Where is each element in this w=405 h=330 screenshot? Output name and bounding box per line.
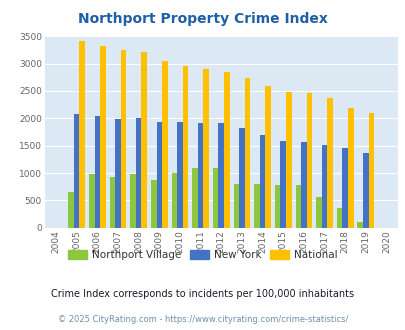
Bar — [151, 180, 156, 228]
Bar — [301, 142, 306, 228]
Bar — [321, 145, 326, 228]
Bar — [239, 128, 244, 228]
Bar — [285, 92, 291, 228]
Bar — [197, 123, 203, 228]
Bar — [192, 168, 197, 228]
Text: Northport Property Crime Index: Northport Property Crime Index — [78, 12, 327, 25]
Bar — [79, 41, 85, 228]
Bar — [218, 123, 224, 228]
Bar — [315, 197, 321, 228]
Bar — [100, 46, 105, 228]
Bar — [177, 122, 182, 228]
Bar — [94, 116, 100, 228]
Bar — [203, 69, 209, 228]
Bar — [347, 108, 353, 228]
Bar — [130, 174, 136, 228]
Bar — [295, 185, 301, 228]
Bar — [136, 118, 141, 228]
Legend: Northport Village, New York, National: Northport Village, New York, National — [66, 248, 339, 262]
Bar — [357, 222, 362, 228]
Bar — [306, 93, 311, 228]
Bar — [265, 86, 270, 228]
Bar — [274, 185, 280, 228]
Bar — [115, 119, 120, 228]
Bar — [156, 122, 162, 228]
Bar — [254, 184, 259, 228]
Bar — [162, 61, 167, 228]
Bar — [224, 72, 229, 228]
Bar — [89, 174, 94, 228]
Bar — [109, 177, 115, 228]
Bar — [259, 135, 265, 228]
Bar — [244, 79, 249, 228]
Bar — [68, 192, 74, 228]
Bar — [280, 141, 285, 228]
Bar — [362, 153, 368, 228]
Bar — [171, 173, 177, 228]
Bar — [141, 52, 147, 228]
Bar — [341, 148, 347, 228]
Bar — [120, 50, 126, 228]
Bar — [74, 114, 79, 228]
Text: Crime Index corresponds to incidents per 100,000 inhabitants: Crime Index corresponds to incidents per… — [51, 289, 354, 299]
Bar — [368, 113, 373, 228]
Bar — [233, 184, 239, 228]
Bar — [336, 208, 341, 228]
Bar — [326, 98, 332, 228]
Bar — [182, 66, 188, 228]
Bar — [212, 168, 218, 228]
Text: © 2025 CityRating.com - https://www.cityrating.com/crime-statistics/: © 2025 CityRating.com - https://www.city… — [58, 315, 347, 324]
